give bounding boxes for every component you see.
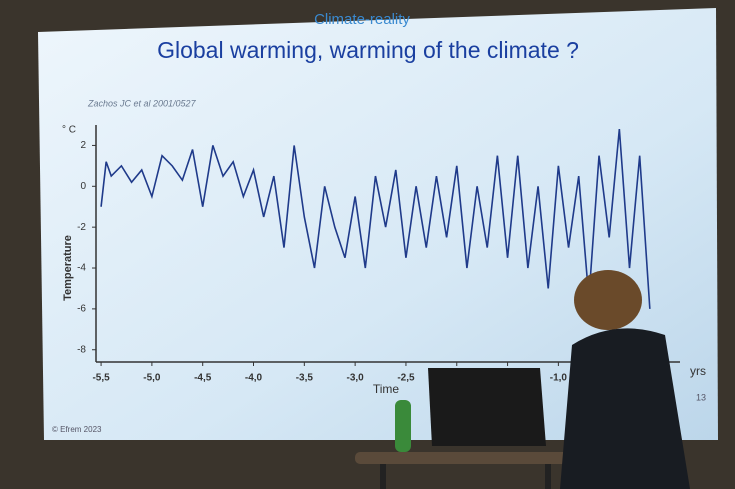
y-tick-label: -6 — [77, 304, 86, 315]
source: Zachos JC et al 2001/0527 — [87, 98, 197, 108]
table-leg — [545, 464, 551, 489]
x-tick-label: -2,5 — [397, 373, 415, 384]
x-tick-label: -4,0 — [245, 373, 263, 384]
laptop — [428, 368, 546, 446]
footer: © Efrem 2023 — [52, 425, 102, 434]
photo: Climate-reality Global warming, warming … — [0, 0, 735, 489]
slide-subtitle: Climate-reality — [314, 11, 410, 28]
x-unit: yrs — [690, 364, 706, 378]
table — [355, 452, 580, 464]
presenter-hair — [574, 270, 642, 330]
x-axis-label: Time — [373, 382, 400, 396]
bottle — [395, 400, 411, 452]
x-tick-label: -1,0 — [550, 373, 568, 384]
x-tick-label: -4,5 — [194, 373, 212, 384]
page: Climate-reality Global warming, warming … — [0, 0, 735, 489]
y-tick-label: 0 — [80, 181, 86, 192]
x-tick-label: -3,5 — [296, 373, 314, 384]
y-unit: ° C — [62, 125, 76, 136]
slide-title: Global warming, warming of the climate ? — [157, 37, 579, 63]
y-tick-label: -2 — [77, 222, 86, 233]
y-axis-label: Temperature — [62, 235, 74, 301]
y-tick-label: -8 — [77, 344, 86, 355]
x-tick-label: -5,0 — [143, 373, 161, 384]
table-leg — [380, 464, 386, 489]
x-tick-label: -3,0 — [347, 373, 365, 384]
y-tick-label: 2 — [80, 140, 86, 151]
x-tick-label: -5,5 — [92, 373, 110, 384]
y-tick-label: -4 — [77, 263, 86, 274]
page-number: 13 — [696, 392, 706, 402]
